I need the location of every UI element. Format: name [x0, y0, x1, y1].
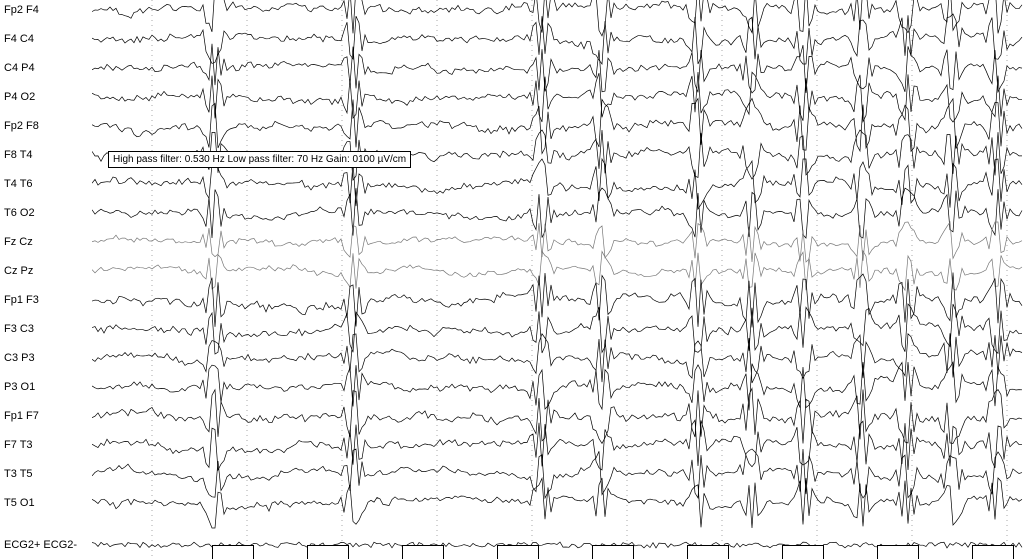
time-tick-box [212, 545, 254, 559]
time-tick-box [307, 545, 349, 559]
eeg-trace [92, 188, 1022, 238]
time-tick-box [877, 545, 919, 559]
channel-label: Fp2 F8 [4, 120, 39, 132]
eeg-plot-area [92, 0, 1023, 559]
channel-label: T6 O2 [4, 207, 35, 219]
channel-label: F4 C4 [4, 33, 34, 45]
channel-label: T4 T6 [4, 178, 33, 190]
channel-label: T5 O1 [4, 497, 35, 509]
time-tick-box [687, 545, 729, 559]
eeg-trace [92, 389, 1022, 444]
channel-label: Fp1 F7 [4, 410, 39, 422]
time-tick-box [782, 545, 824, 559]
channel-label: Fp1 F3 [4, 294, 39, 306]
eeg-trace [92, 449, 1022, 498]
filter-info-text: High pass filter: 0.530 Hz Low pass filt… [113, 154, 406, 165]
channel-label: Cz Pz [4, 265, 33, 277]
eeg-trace [92, 251, 1022, 290]
eeg-trace [92, 99, 1022, 154]
eeg-trace [92, 72, 1022, 122]
time-tick-box [972, 545, 1014, 559]
eeg-trace [92, 420, 1022, 470]
channel-label: C4 P4 [4, 62, 35, 74]
eeg-trace [92, 478, 1022, 528]
time-tick-box [497, 545, 539, 559]
eeg-svg [92, 0, 1023, 559]
eeg-trace [92, 273, 1022, 328]
ecg-label: ECG2+ ECG2- [4, 539, 77, 551]
channel-label: T3 T5 [4, 468, 33, 480]
eeg-trace [92, 44, 1022, 93]
channel-label: F3 C3 [4, 323, 34, 335]
eeg-trace [92, 304, 1022, 354]
time-tick-box [402, 545, 444, 559]
eeg-chart: Fp2 F4 F4 C4 C4 P4 P4 O2 Fp2 F8 F8 T4 T4 T6 T6 … [0, 0, 1023, 559]
filter-info-box: High pass filter: 0.530 Hz Low pass filt… [108, 151, 411, 168]
channel-label: F7 T3 [4, 439, 33, 451]
channel-label: F8 T4 [4, 149, 33, 161]
time-tick-box [592, 545, 634, 559]
channel-label: Fp2 F4 [4, 4, 39, 16]
eeg-trace [92, 333, 1022, 383]
channel-label: P3 O1 [4, 381, 35, 393]
eeg-trace [92, 362, 1022, 411]
channel-label-column: Fp2 F4 F4 C4 C4 P4 P4 O2 Fp2 F8 F8 T4 T4 T6 T6 … [0, 0, 92, 559]
channel-label: C3 P3 [4, 352, 35, 364]
channel-label: P4 O2 [4, 91, 35, 103]
channel-label: Fz Cz [4, 236, 33, 248]
eeg-trace [92, 222, 1022, 262]
eeg-trace [92, 0, 1022, 36]
eeg-trace [92, 14, 1022, 64]
